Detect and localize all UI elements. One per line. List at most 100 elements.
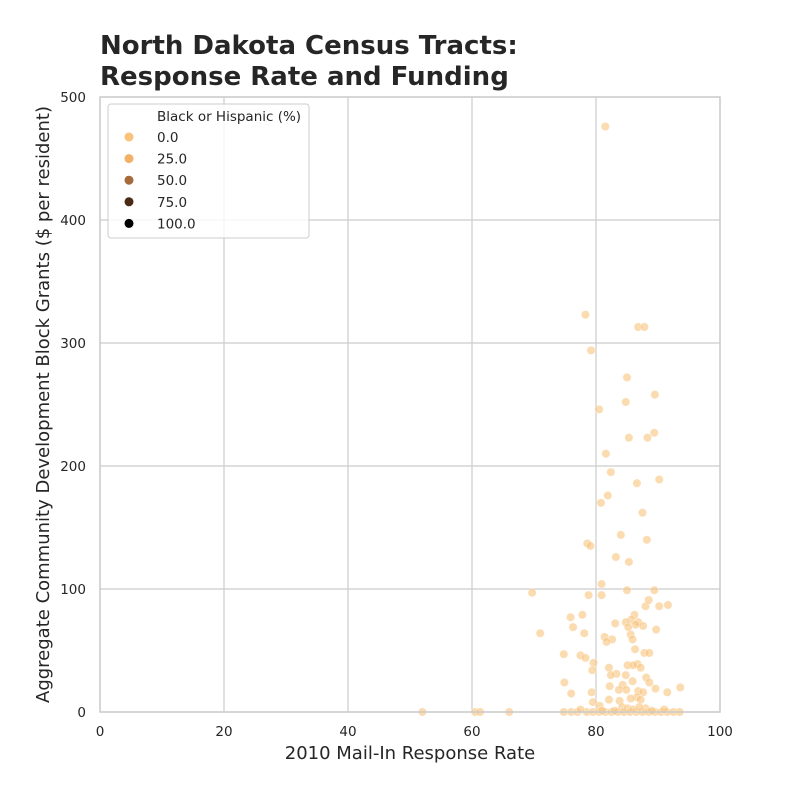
data-point (606, 467, 616, 477)
legend-marker (124, 175, 134, 185)
data-point (594, 404, 604, 414)
data-point (566, 689, 576, 699)
data-point (663, 600, 673, 610)
data-point (621, 397, 631, 407)
data-point (628, 676, 638, 686)
legend-label: 25.0 (157, 152, 187, 168)
data-point (610, 618, 620, 628)
y-axis-ticks: 0 100 200 300 400 500 (60, 90, 86, 721)
data-point (636, 663, 646, 673)
legend-entries: 0.0 25.0 50.0 75.0 100.0 (124, 130, 196, 232)
data-point (650, 390, 660, 400)
data-point (535, 628, 545, 638)
data-point (638, 621, 648, 631)
data-point (586, 345, 596, 355)
legend: Black or Hispanic (%) 0.0 25.0 50.0 75.0 100… (107, 103, 310, 239)
legend-label: 0.0 (157, 130, 178, 146)
x-axis-ticks: 0 20 40 60 80 100 (96, 724, 733, 740)
legend-title: Black or Hispanic (%) (157, 109, 301, 125)
data-point (621, 670, 631, 680)
data-point (642, 535, 652, 545)
data-point (649, 428, 659, 438)
legend-marker (124, 218, 134, 228)
x-tick-label: 100 (707, 724, 733, 740)
data-point (644, 648, 654, 658)
data-point (644, 595, 654, 605)
data-point (631, 620, 641, 630)
x-tick-label: 20 (215, 724, 232, 740)
x-tick-label: 80 (587, 724, 604, 740)
data-point (614, 685, 624, 695)
data-point (585, 541, 595, 551)
y-tick-label: 300 (60, 336, 86, 352)
x-tick-label: 60 (463, 724, 480, 740)
data-point (649, 585, 659, 595)
data-point (654, 601, 664, 611)
data-point (527, 588, 537, 598)
x-axis-label: 2010 Mail-In Response Rate (285, 743, 535, 764)
data-point (622, 585, 632, 595)
data-point (600, 122, 610, 132)
data-point (630, 644, 640, 654)
data-point (647, 706, 657, 716)
data-point (579, 628, 589, 638)
data-point (588, 697, 598, 707)
data-point (559, 677, 569, 687)
data-point (628, 660, 638, 670)
data-point (611, 552, 621, 562)
data-point (651, 684, 661, 694)
data-point (642, 433, 652, 443)
data-point (577, 610, 587, 620)
chart-title-line2: Response Rate and Funding (100, 62, 509, 92)
data-point (622, 372, 632, 382)
x-tick-label: 40 (339, 724, 356, 740)
data-point (568, 622, 578, 632)
data-point (580, 653, 590, 663)
data-point (604, 663, 614, 673)
data-point (651, 625, 661, 635)
data-point (605, 681, 615, 691)
legend-label: 75.0 (157, 195, 187, 211)
legend-label: 50.0 (157, 173, 187, 189)
data-point (559, 649, 569, 659)
data-point (616, 530, 626, 540)
data-point (597, 706, 607, 716)
data-point (675, 682, 685, 692)
data-point (602, 637, 612, 647)
y-tick-label: 100 (60, 582, 86, 598)
data-point (644, 677, 654, 687)
y-tick-label: 200 (60, 459, 86, 475)
y-tick-label: 0 (77, 705, 86, 721)
data-point (654, 475, 664, 485)
data-point (610, 706, 620, 716)
data-point (624, 433, 634, 443)
data-point (566, 612, 576, 622)
data-point (596, 498, 606, 508)
data-point (662, 687, 672, 697)
data-point (626, 693, 636, 703)
legend-marker (124, 197, 134, 207)
data-point (636, 695, 646, 705)
legend-marker (124, 154, 134, 164)
data-point (587, 665, 597, 675)
x-tick-label: 0 (96, 724, 105, 740)
data-point (639, 322, 649, 332)
data-point (580, 310, 590, 320)
data-point (597, 579, 607, 589)
data-point (601, 449, 611, 459)
y-axis-label: Aggregate Community Development Block Gr… (33, 106, 54, 703)
chart-title: North Dakota Census Tracts: Response Rat… (100, 31, 518, 93)
legend-label: 100.0 (157, 216, 196, 232)
legend-marker (124, 132, 134, 142)
data-point (621, 685, 631, 695)
data-point (584, 590, 594, 600)
data-point (634, 702, 644, 712)
data-point (624, 557, 634, 567)
data-point (628, 634, 638, 644)
data-point (597, 590, 607, 600)
y-tick-label: 500 (60, 90, 86, 106)
legend-box (107, 103, 310, 239)
data-point (606, 670, 616, 680)
y-tick-label: 400 (60, 213, 86, 229)
